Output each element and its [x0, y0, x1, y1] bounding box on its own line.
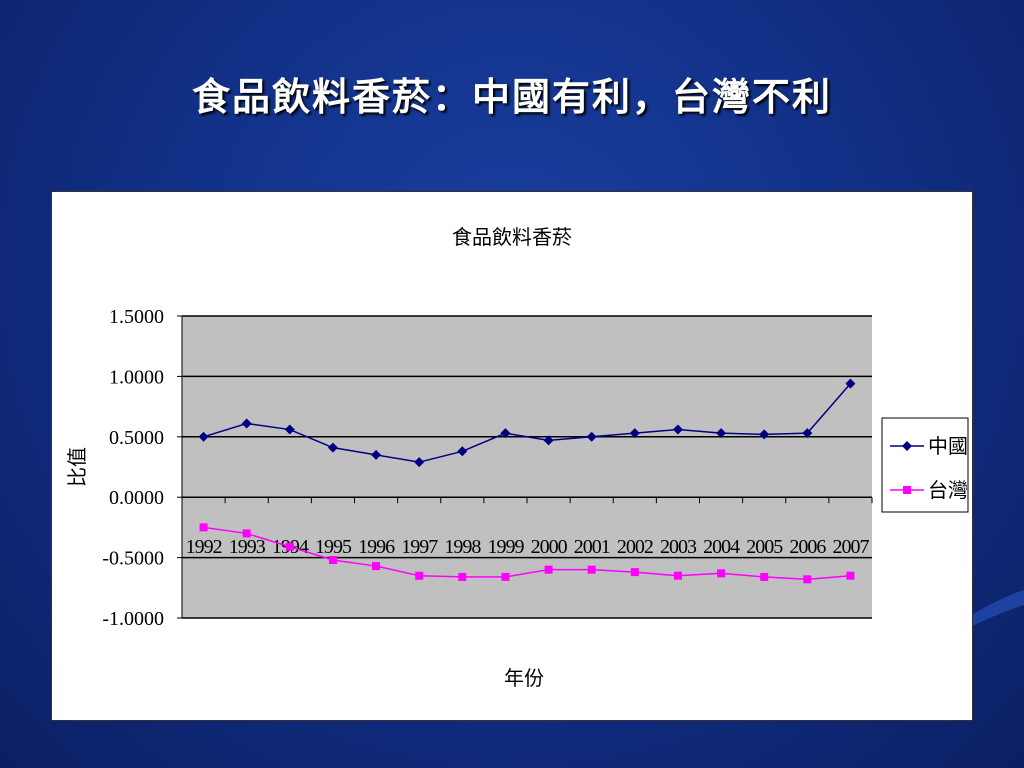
series-1: [198, 378, 856, 468]
x-tick-label: 2005: [746, 536, 783, 558]
x-tick-label: 1995: [315, 536, 352, 558]
x-tick-label: 1992: [186, 536, 222, 558]
data-point: [327, 442, 338, 453]
x-tick-label: 1997: [401, 536, 438, 558]
x-tick-label: 2000: [531, 536, 568, 558]
data-point: [500, 428, 511, 439]
data-point: [457, 446, 468, 457]
data-point: [543, 435, 554, 446]
x-axis-label: 年份: [504, 667, 544, 690]
series-line: [203, 383, 852, 463]
x-tick-label: 1996: [358, 536, 395, 558]
legend-label: 中國: [928, 435, 968, 458]
data-point: [241, 418, 252, 429]
x-axis: 1992199319941995199619971998199920002001…: [181, 496, 873, 558]
legend-marker: [903, 486, 911, 494]
x-tick-label: 2001: [574, 536, 610, 558]
data-point: [630, 568, 639, 577]
legend-box: [881, 417, 969, 513]
data-point: [587, 565, 596, 574]
chart-frame: 食品飲料香菸 1.5000 1.0000 0.5000 0.0000 -0.5000 -1…: [51, 191, 973, 721]
data-point: [414, 457, 425, 468]
data-point: [544, 565, 553, 574]
x-tick-label: 1999: [487, 536, 524, 558]
x-tick-label: 1993: [229, 536, 266, 558]
data-point: [802, 428, 813, 439]
data-point: [371, 449, 382, 460]
y-tick-label: 0.0000: [109, 487, 164, 509]
data-point: [846, 571, 855, 580]
data-point: [673, 571, 682, 580]
y-axis: 1.5000 1.0000 0.5000 0.0000 -0.5000 -1.0000: [102, 306, 183, 630]
series-2: [199, 523, 855, 584]
x-tick-label: 2002: [617, 536, 653, 558]
data-point: [760, 572, 769, 581]
y-tick-label: -0.5000: [102, 548, 164, 570]
data-point: [328, 556, 337, 565]
data-point: [198, 431, 209, 442]
x-tick-label: 1998: [444, 536, 481, 558]
data-point: [672, 424, 683, 435]
data-point: [415, 571, 424, 580]
data-point: [759, 429, 770, 440]
data-point: [372, 562, 381, 571]
y-tick-label: 1.5000: [109, 306, 164, 328]
chart-title: 食品飲料香菸: [452, 226, 572, 249]
data-point: [242, 529, 251, 538]
data-point: [803, 575, 812, 584]
x-tick-label: 2007: [832, 536, 869, 558]
y-tick-label: 1.0000: [109, 366, 164, 388]
data-point: [199, 523, 208, 532]
series-line: [203, 526, 851, 581]
data-point: [716, 428, 727, 439]
x-tick-label: 2004: [703, 536, 740, 558]
x-tick-label: 2003: [660, 536, 697, 558]
line-chart: 食品飲料香菸 1.5000 1.0000 0.5000 0.0000 -0.5000 -1…: [66, 226, 969, 690]
data-point: [284, 424, 295, 435]
legend-label: 台灣: [928, 479, 968, 502]
data-point: [845, 378, 856, 389]
data-point: [285, 542, 294, 551]
y-tick-label: -1.0000: [102, 608, 164, 630]
data-point: [629, 428, 640, 439]
background-swoosh: [964, 590, 1024, 630]
data-point: [586, 431, 597, 442]
data-point: [458, 572, 467, 581]
data-point: [501, 572, 510, 581]
x-tick-label: 2006: [789, 536, 826, 558]
series-layer: [198, 378, 856, 584]
plot-area: [182, 316, 872, 618]
data-point: [717, 569, 726, 578]
slide-title: 食品飲料香菸：中國有利，台灣不利: [191, 74, 832, 119]
y-axis-label: 比值: [66, 447, 89, 487]
y-tick-label: 0.5000: [109, 427, 164, 449]
legend-marker: [902, 441, 912, 451]
